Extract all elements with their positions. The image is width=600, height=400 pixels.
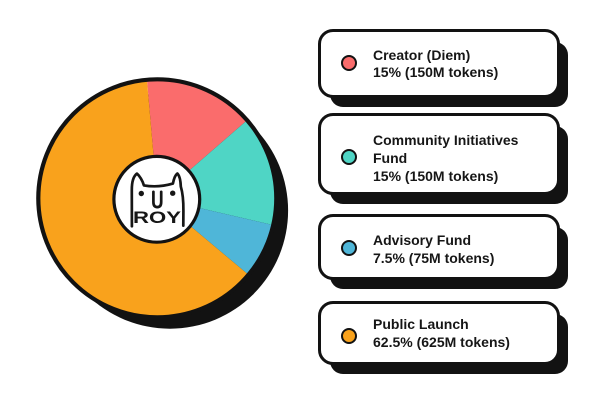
svg-text:ROY: ROY [133,208,182,227]
